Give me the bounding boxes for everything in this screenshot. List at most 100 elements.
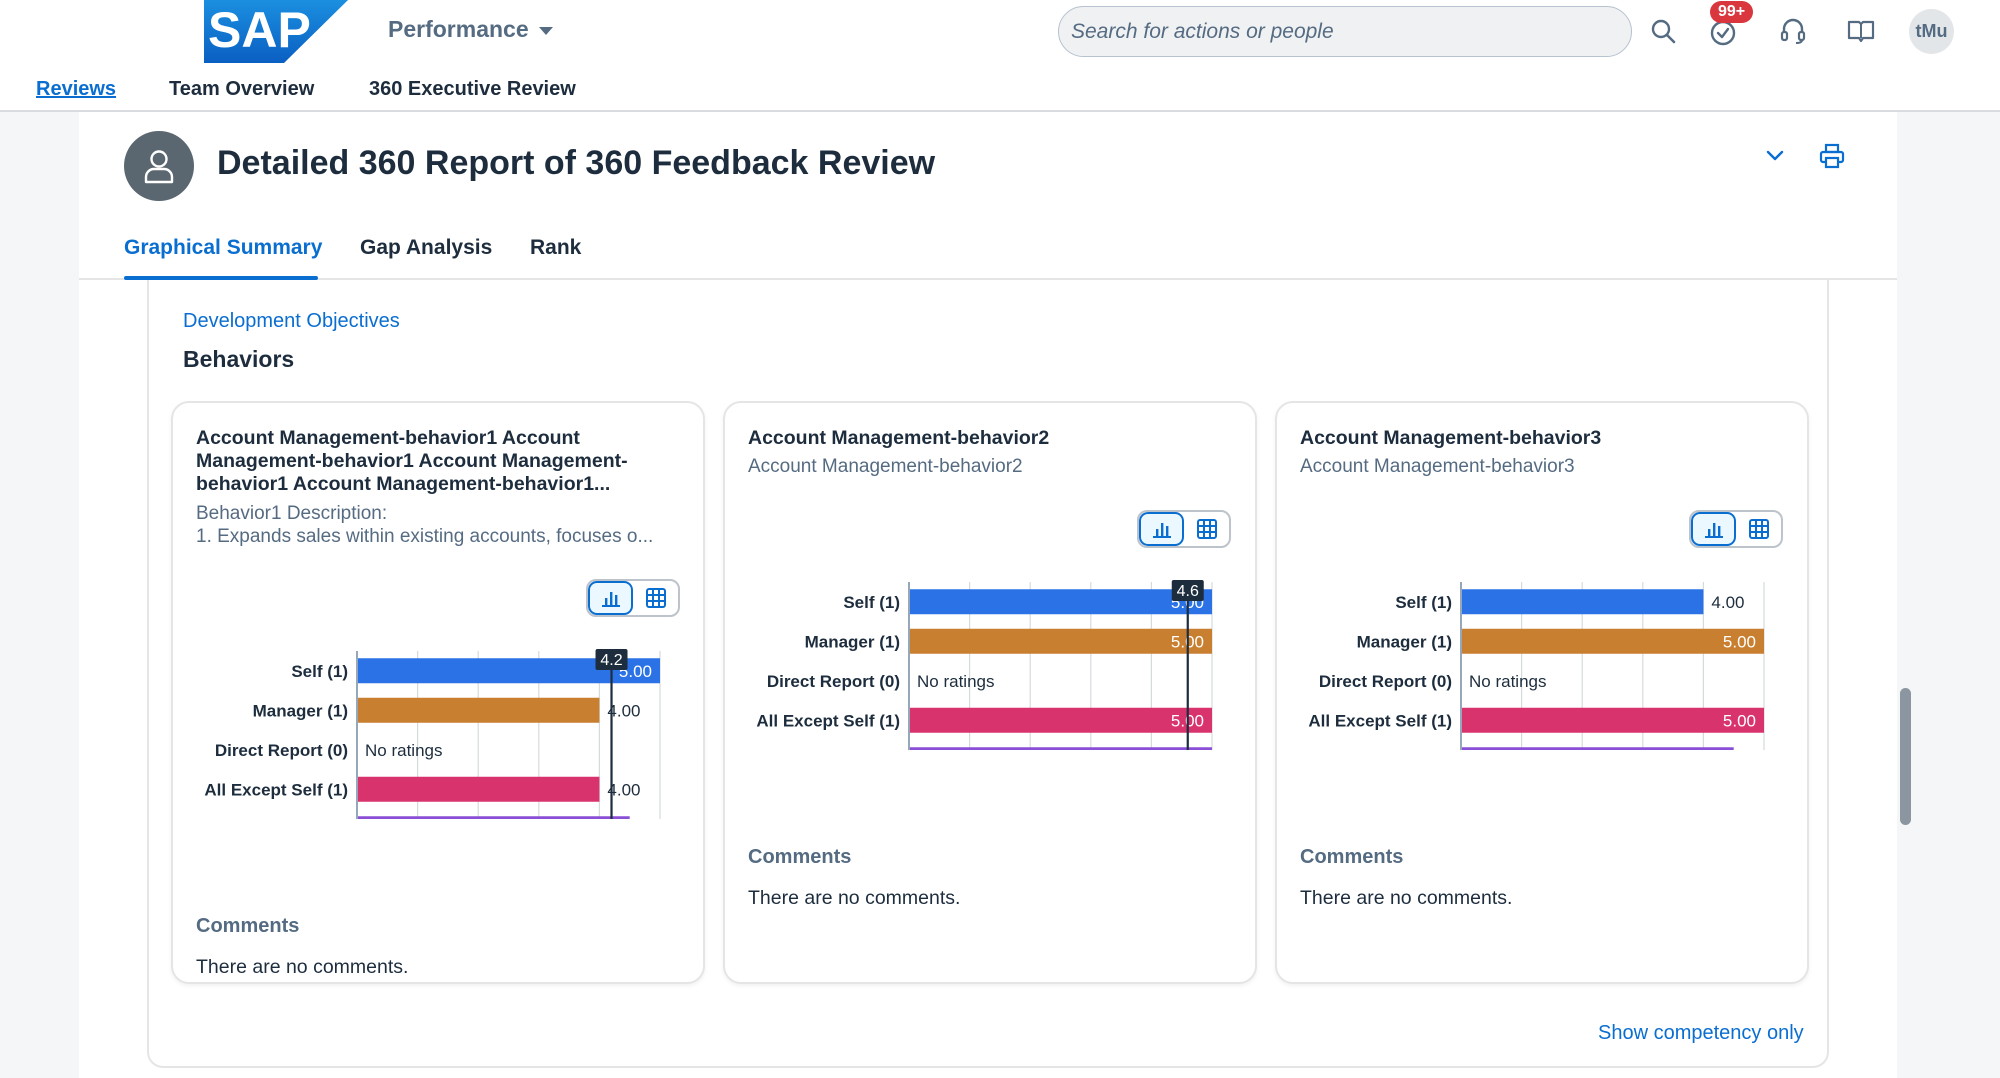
chart-view-button[interactable] (588, 581, 633, 615)
value-label: 4.00 (1711, 593, 1744, 612)
section-title: Behaviors (183, 346, 295, 372)
behavior-description: Account Management-behavior3 (1300, 456, 1575, 477)
printer-icon (1819, 143, 1845, 169)
table-icon (645, 588, 666, 608)
bar (1462, 707, 1764, 733)
comments-heading: Comments (748, 846, 852, 868)
bar (358, 697, 600, 723)
category-label: Direct Report (0) (767, 672, 900, 691)
sap-logo[interactable]: SAP (204, 0, 348, 63)
behavior-description: 1. Expands sales within existing account… (196, 526, 654, 547)
bar (910, 589, 1212, 615)
value-label: 4.00 (607, 701, 640, 720)
category-label: Self (1) (1395, 593, 1452, 612)
view-toggle (1137, 510, 1231, 548)
no-ratings-label: No ratings (365, 741, 442, 760)
chevron-down-icon (538, 26, 553, 35)
behavior-description-label: Behavior1 Description: (196, 503, 388, 524)
search-input[interactable] (1071, 19, 1619, 44)
view-toggle (1689, 510, 1783, 548)
tab-rank[interactable]: Rank (530, 236, 582, 259)
nav-reviews[interactable]: Reviews (36, 78, 117, 100)
report-page: Detailed 360 Report of 360 Feedback Revi… (79, 112, 1897, 1078)
collapse-header-button[interactable] (1759, 140, 1791, 172)
no-ratings-label: No ratings (1469, 672, 1546, 691)
comments-heading: Comments (1300, 846, 1404, 868)
print-button[interactable] (1812, 136, 1852, 176)
category-label: Manager (1) (253, 701, 348, 720)
bar-chart-icon (1152, 523, 1171, 538)
reference-badge (595, 649, 628, 670)
bar (358, 776, 600, 802)
behavior-title: Account Management-behavior3 (1300, 427, 1602, 449)
comments-text: There are no comments. (1300, 887, 1513, 909)
reference-label: 4.2 (600, 652, 622, 669)
nav-team-overview[interactable]: Team Overview (169, 78, 315, 100)
bar (910, 707, 1212, 733)
search-icon[interactable] (1646, 14, 1680, 48)
category-label: Manager (1) (1357, 632, 1452, 651)
behavior-card-3: Account Management-behavior3 Account Man… (1275, 401, 1809, 984)
app-name: Performance (388, 16, 529, 42)
headset-icon[interactable] (1776, 14, 1810, 48)
app-switcher-menu[interactable]: Performance (388, 16, 553, 43)
development-objectives-link[interactable]: Development Objectives (183, 310, 400, 332)
category-label: All Except Self (1) (756, 711, 900, 730)
tab-graphical-summary[interactable]: Graphical Summary (124, 236, 323, 259)
search-field[interactable] (1058, 6, 1632, 57)
category-label: Self (1) (843, 593, 900, 612)
person-avatar (124, 131, 194, 201)
category-label: Manager (1) (805, 632, 900, 651)
reference-badge (1171, 580, 1204, 601)
bar (910, 747, 1212, 750)
page-scrollbar[interactable] (1900, 688, 1911, 825)
bar (1462, 747, 1734, 750)
behavior-card-1: Account Management-behavior1 Account Man… (171, 401, 705, 984)
bar (1462, 628, 1764, 654)
category-label: All Except Self (1) (1308, 711, 1452, 730)
behavior-description: Account Management-behavior2 (748, 456, 1023, 477)
bar (358, 816, 630, 819)
bar-chart-icon (1704, 523, 1723, 538)
shell-header: SAP Performance 99+ tMu Reviews Team Ove… (0, 0, 2000, 112)
behavior-title: Account Management-behavior2 (748, 427, 1050, 449)
category-label: Direct Report (0) (215, 741, 348, 760)
table-view-button[interactable] (1184, 512, 1229, 546)
value-label: 5.00 (1723, 632, 1756, 651)
learning-icon[interactable] (1844, 14, 1878, 48)
chevron-down-icon (1766, 150, 1784, 161)
table-icon (1196, 519, 1217, 539)
table-view-button[interactable] (1736, 512, 1781, 546)
category-label: Self (1) (291, 662, 348, 681)
view-toggle (586, 579, 680, 617)
behavior-title: Account Management-behavior1 Account Man… (196, 427, 628, 495)
comments-heading: Comments (196, 915, 300, 937)
category-label: All Except Self (1) (204, 780, 348, 799)
value-label: 4.00 (607, 780, 640, 799)
bar (1462, 589, 1704, 615)
table-icon (1748, 519, 1769, 539)
category-label: Direct Report (0) (1319, 672, 1452, 691)
bar-chart-icon (601, 592, 620, 607)
comments-text: There are no comments. (748, 887, 961, 909)
no-ratings-label: No ratings (917, 672, 994, 691)
comments-text: There are no comments. (196, 956, 409, 978)
nav-360-executive-review[interactable]: 360 Executive Review (369, 78, 576, 100)
page-header: Detailed 360 Report of 360 Feedback Revi… (79, 112, 1897, 280)
sap-logo-text: SAP (208, 2, 311, 58)
show-competency-only-link[interactable]: Show competency only (1598, 1022, 1804, 1044)
chart-view-button[interactable] (1691, 512, 1736, 546)
reference-label: 4.6 (1177, 583, 1199, 600)
behavior-card-2: Account Management-behavior2 Account Man… (723, 401, 1257, 984)
user-avatar[interactable]: tMu (1909, 9, 1954, 54)
person-icon (144, 150, 174, 184)
chart-view-button[interactable] (1139, 512, 1184, 546)
active-tab-indicator (124, 276, 318, 280)
tab-gap-analysis[interactable]: Gap Analysis (360, 236, 493, 259)
table-view-button[interactable] (633, 581, 678, 615)
bar (910, 628, 1212, 654)
notification-badge[interactable]: 99+ (1710, 1, 1754, 23)
value-label: 5.00 (1723, 711, 1756, 730)
